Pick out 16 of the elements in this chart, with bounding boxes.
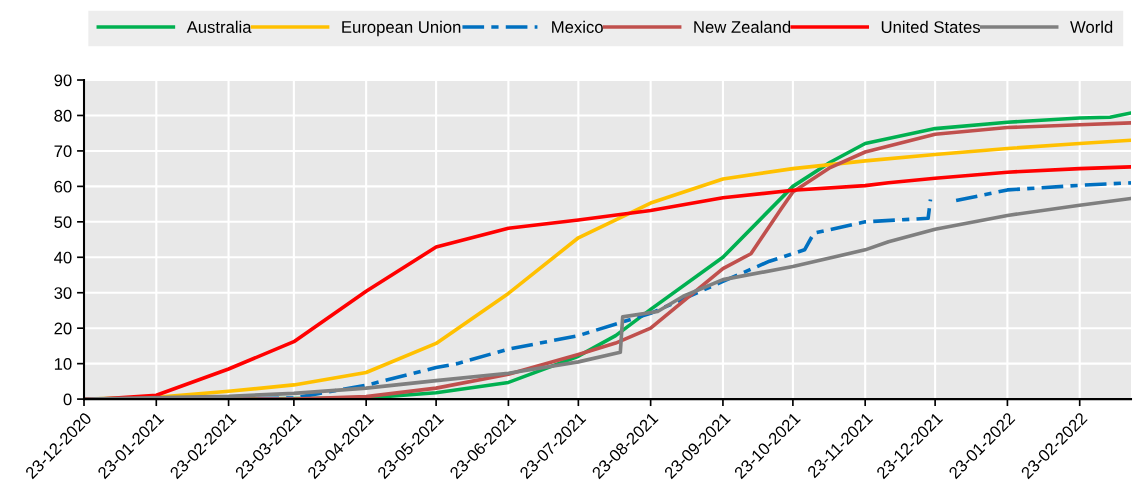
legend-label: European Union <box>342 20 461 37</box>
y-tick-label: 80 <box>54 109 72 122</box>
y-tick-label: 10 <box>54 358 72 370</box>
y-tick-label: 30 <box>54 287 72 299</box>
y-tick-label: 50 <box>54 216 72 229</box>
legend-label: Australia <box>186 20 252 33</box>
legend-label: World <box>1070 20 1113 33</box>
y-tick-label: 60 <box>54 180 72 193</box>
legend-label: United States <box>881 20 981 33</box>
y-tick-label: 40 <box>54 251 72 264</box>
legend-label: Mexico <box>552 20 603 33</box>
y-tick-label: 70 <box>54 145 72 158</box>
y-tick-label: 90 <box>54 74 72 87</box>
y-tick-label: 20 <box>54 322 72 335</box>
y-tick-label: 0 <box>63 393 72 406</box>
legend-label: New Zealand <box>694 20 791 33</box>
